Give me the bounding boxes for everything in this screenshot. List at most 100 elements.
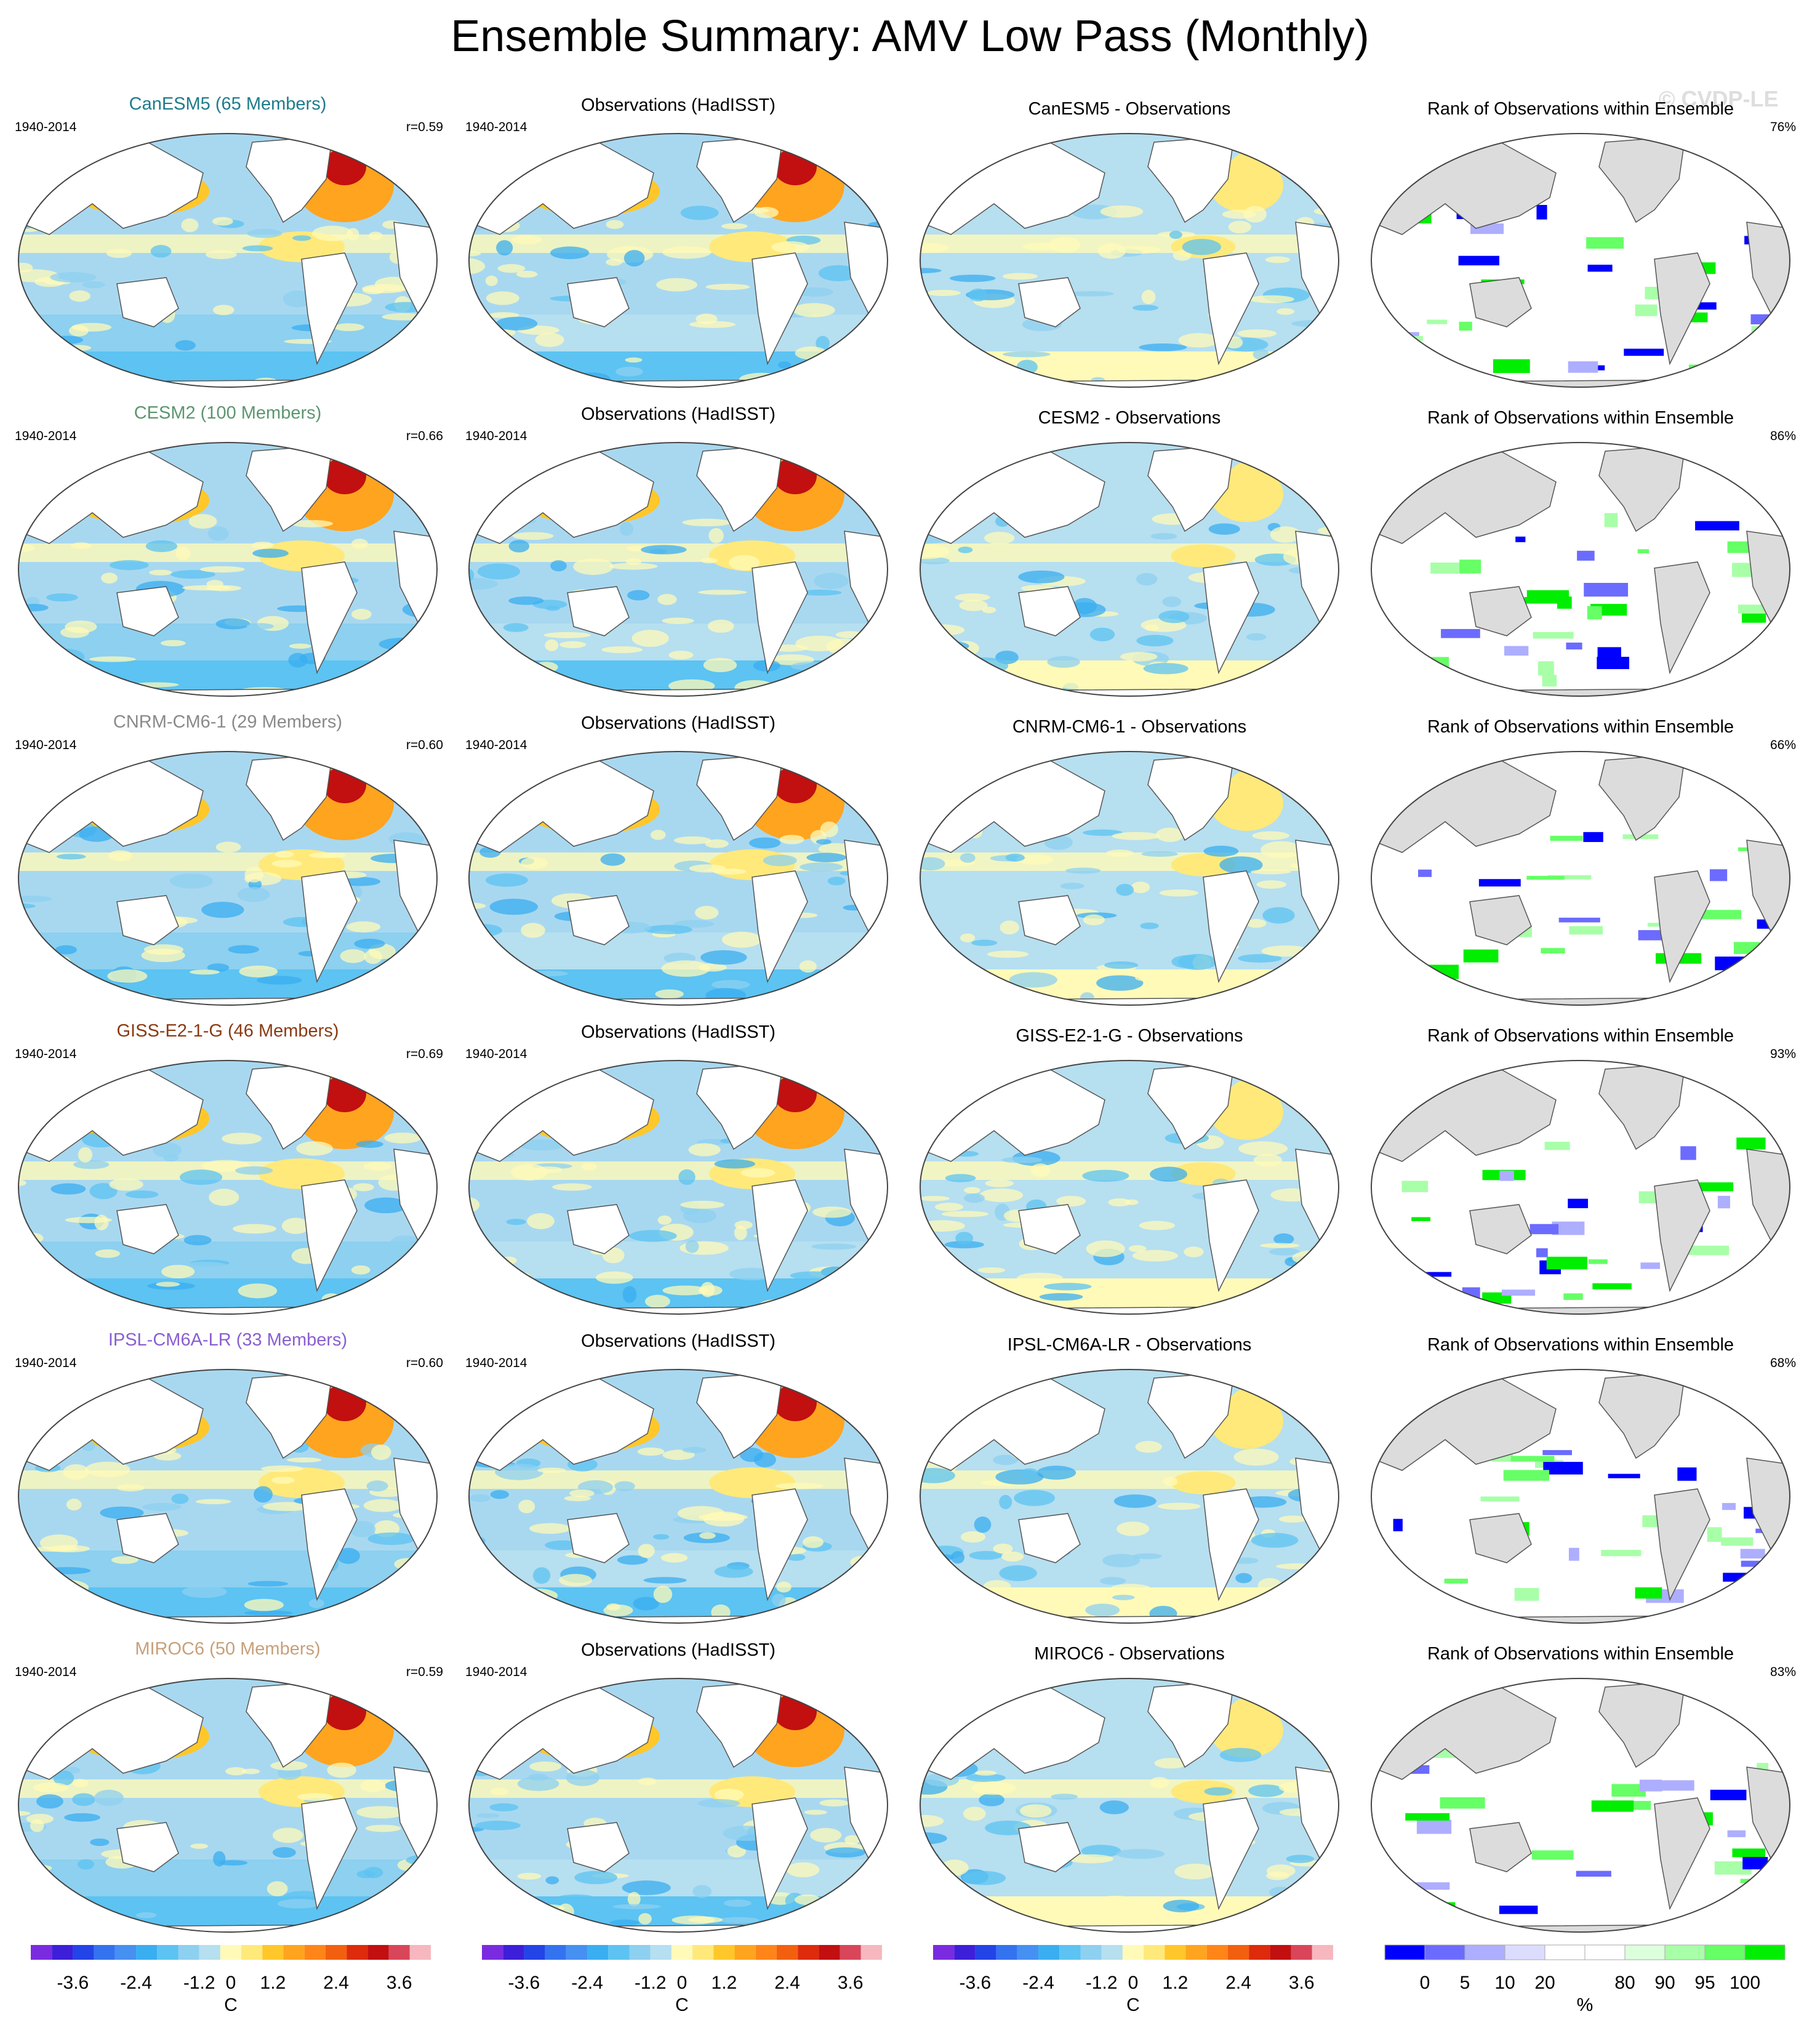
anomaly-speckle xyxy=(1112,1594,1135,1600)
rank-patch xyxy=(1749,976,1790,988)
anomaly-speckle xyxy=(18,646,33,652)
anomaly-speckle xyxy=(705,284,750,291)
anomaly-speckle xyxy=(470,1494,491,1502)
greenland-landmass xyxy=(1257,1369,1315,1397)
colorbar-swatch xyxy=(157,1945,178,1960)
anomaly-speckle xyxy=(72,1793,95,1806)
world-map xyxy=(1371,1678,1790,1933)
anomaly-speckle xyxy=(25,1287,50,1299)
anomaly-speckle xyxy=(550,560,567,572)
anomaly-speckle xyxy=(1020,1804,1052,1818)
panel-title: IPSL-CM6A-LR - Observations xyxy=(1007,1335,1252,1355)
anomaly-speckle xyxy=(1120,652,1158,662)
anomaly-speckle xyxy=(1286,1855,1315,1863)
map-border xyxy=(1371,751,1790,1006)
anomaly-speckle xyxy=(867,992,888,1005)
anomaly-speckle xyxy=(1043,1283,1092,1291)
anomaly-speckle xyxy=(791,662,832,671)
anomaly-speckle xyxy=(246,623,274,630)
anomaly-speckle xyxy=(82,281,105,289)
anomaly-speckle xyxy=(395,640,435,649)
anomaly-speckle xyxy=(244,867,264,883)
anomaly-speckle xyxy=(490,1787,509,1796)
ocean-fill xyxy=(1371,1369,1790,1623)
anomaly-speckle xyxy=(1009,972,1057,988)
anomaly-speckle xyxy=(213,1851,226,1867)
warm-anomaly-patch xyxy=(1230,153,1263,181)
anomaly-speckle xyxy=(1108,1198,1131,1207)
anomaly-speckle xyxy=(394,1558,420,1570)
anomaly-speckle xyxy=(426,350,437,361)
rank-patch xyxy=(1751,1261,1788,1268)
anomaly-speckle xyxy=(1086,1240,1125,1257)
anomaly-speckle xyxy=(920,1922,932,1932)
rank-patch xyxy=(1498,880,1512,885)
anomaly-speckle xyxy=(1233,1448,1279,1466)
anomaly-speckle xyxy=(1068,1854,1114,1864)
rank-patch xyxy=(1418,869,1432,877)
greenland-landmass xyxy=(1257,752,1315,779)
world-map xyxy=(1371,133,1790,388)
anomaly-speckle xyxy=(711,980,750,990)
colorbar-swatch xyxy=(52,1945,73,1960)
anomaly-speckle xyxy=(1250,869,1291,875)
anomaly-speckle xyxy=(1102,1554,1141,1568)
anomaly-speckle xyxy=(606,259,623,266)
anomaly-speckle xyxy=(1132,1249,1178,1262)
colorbar-swatch xyxy=(1664,1944,1706,1960)
anomaly-speckle xyxy=(920,1195,950,1201)
anomaly-speckle xyxy=(1036,1466,1076,1480)
anomaly-speckle xyxy=(606,1603,620,1611)
period-label: 1940-2014 xyxy=(15,120,77,134)
anomaly-speckle xyxy=(1132,305,1158,311)
anomaly-speckle xyxy=(920,949,953,964)
anomaly-speckle xyxy=(33,1281,56,1296)
colorbar-swatch xyxy=(1080,1945,1102,1960)
anomaly-speckle xyxy=(1163,1477,1178,1486)
anomaly-speckle xyxy=(33,1782,69,1793)
anomaly-speckle xyxy=(239,965,278,978)
anomaly-speckle xyxy=(382,313,425,321)
anomaly-speckle xyxy=(559,641,587,649)
colorbar-swatch xyxy=(1038,1945,1060,1960)
colorbar-tick-label: 0 xyxy=(1128,1973,1139,1993)
anomaly-speckle xyxy=(819,1799,849,1806)
anomaly-speckle xyxy=(56,854,86,860)
anomaly-speckle xyxy=(18,1291,39,1297)
anomaly-speckle xyxy=(19,604,49,612)
rank-patch xyxy=(1546,1256,1587,1270)
anomaly-speckle xyxy=(353,1183,374,1192)
colorbar-swatches xyxy=(482,1945,882,1960)
greenland-landmass xyxy=(806,134,864,161)
anomaly-speckle xyxy=(32,1621,54,1623)
map-panel-model: CanESM5 (65 Members) 1940-2014 r=0.59 xyxy=(6,94,449,394)
anomaly-speckle xyxy=(116,1484,145,1491)
anomaly-speckle xyxy=(644,924,692,934)
anomaly-speckle xyxy=(469,1882,479,1888)
rank-patch xyxy=(1563,1293,1583,1300)
anomaly-speckle xyxy=(1290,1608,1336,1619)
anomaly-speckle xyxy=(1145,624,1160,632)
anomaly-speckle xyxy=(183,1235,212,1246)
anomaly-speckle xyxy=(868,358,888,364)
anomaly-speckle xyxy=(1243,206,1267,223)
rank-percent-label: 76% xyxy=(1770,120,1796,134)
rank-patch xyxy=(1645,286,1661,300)
colorbar-tick-label: -2.4 xyxy=(120,1973,152,1993)
anomaly-speckle xyxy=(982,691,1024,696)
correlation-label: r=0.59 xyxy=(406,1665,443,1679)
anomaly-speckle xyxy=(1116,883,1134,896)
anomaly-speckle xyxy=(63,1464,89,1480)
anomaly-speckle xyxy=(979,1188,1024,1202)
south-america-landmass xyxy=(301,1179,358,1293)
anomaly-speckle xyxy=(1097,243,1126,259)
anomaly-speckle xyxy=(18,1883,39,1898)
greenland-landmass xyxy=(1709,134,1766,161)
anomaly-speckle xyxy=(1128,351,1163,369)
world-map xyxy=(18,1369,438,1624)
anomaly-speckle xyxy=(18,660,23,675)
colorbar-tick-label: 0 xyxy=(676,1973,688,1993)
anomaly-speckle xyxy=(252,548,289,558)
rank-patch xyxy=(1736,1137,1766,1150)
rank-patch xyxy=(1635,304,1658,316)
